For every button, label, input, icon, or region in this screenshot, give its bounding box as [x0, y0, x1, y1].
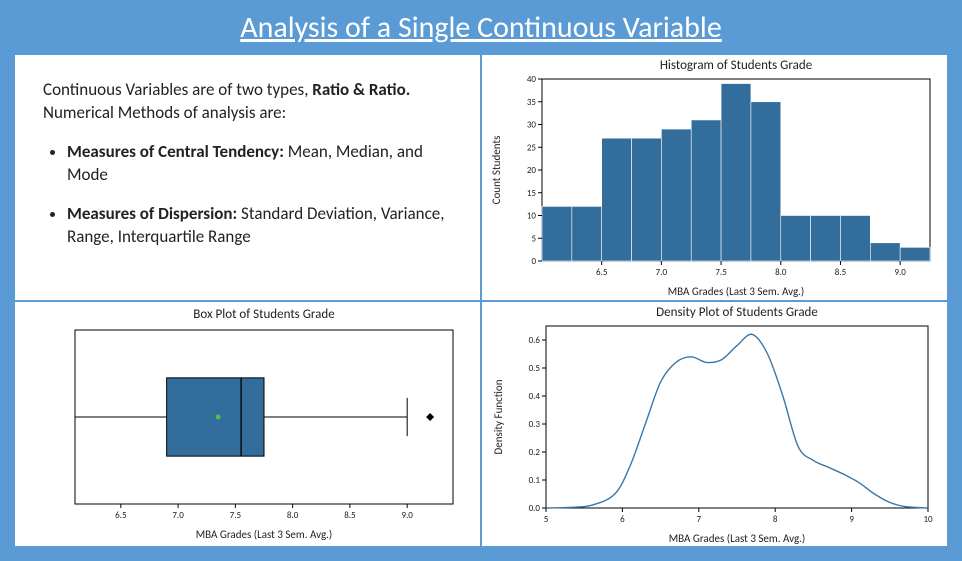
svg-text:35: 35 — [527, 97, 537, 108]
svg-text:6.5: 6.5 — [596, 267, 608, 278]
svg-text:8.5: 8.5 — [344, 510, 356, 521]
svg-text:0: 0 — [531, 256, 536, 267]
svg-text:8: 8 — [773, 514, 778, 525]
histogram-chart: Histogram of Students Grade 0 5 10 15 20 25 30 3… — [482, 55, 948, 301]
svg-text:10: 10 — [527, 211, 537, 222]
svg-text:0.6: 0.6 — [529, 335, 541, 346]
svg-text:5: 5 — [544, 514, 549, 525]
density-chart: Density Plot of Students Grade 0.0 0.1 0.2 0… — [482, 302, 948, 548]
svg-text:10: 10 — [923, 514, 933, 525]
svg-text:7.5: 7.5 — [230, 510, 242, 521]
svg-text:25: 25 — [527, 142, 537, 153]
svg-text:0.5: 0.5 — [529, 363, 541, 374]
bullet-bold: Measures of Dispersion: — [67, 203, 237, 224]
svg-text:6: 6 — [620, 514, 625, 525]
svg-text:6.5: 6.5 — [115, 510, 127, 521]
text-panel: Continuous Variables are of two types, R… — [14, 54, 481, 301]
svg-text:MBA Grades (Last 3 Sem. Avg.): MBA Grades (Last 3 Sem. Avg.) — [196, 528, 332, 541]
svg-text:7: 7 — [697, 514, 702, 525]
svg-text:9: 9 — [849, 514, 854, 525]
histogram-panel: Histogram of Students Grade 0 5 10 15 20 25 30 3… — [481, 54, 948, 301]
svg-text:MBA Grades (Last 3 Sem. Avg.): MBA Grades (Last 3 Sem. Avg.) — [669, 532, 805, 545]
svg-text:7.5: 7.5 — [715, 267, 727, 278]
svg-text:MBA Grades (Last 3 Sem. Avg.): MBA Grades (Last 3 Sem. Avg.) — [668, 285, 804, 298]
intro-bold: Ratio & Ratio. — [312, 79, 410, 100]
svg-text:0.3: 0.3 — [529, 419, 541, 430]
list-item: Measures of Central Tendency: Mean, Medi… — [67, 141, 452, 187]
svg-text:Density Function: Density Function — [492, 379, 505, 454]
svg-text:15: 15 — [527, 188, 537, 199]
svg-text:30: 30 — [527, 120, 537, 131]
svg-text:7.0: 7.0 — [656, 267, 668, 278]
svg-text:Density Plot of Students Grade: Density Plot of Students Grade — [656, 305, 818, 320]
svg-text:20: 20 — [527, 165, 537, 176]
svg-text:9.0: 9.0 — [894, 267, 906, 278]
intro-prefix: Continuous Variables are of two types, — [43, 79, 312, 100]
boxplot-chart: Box Plot of Students Grade 6.5 7.0 7.5 8.0 8.… — [15, 302, 481, 548]
intro-suffix: Numerical Methods of analysis are: — [43, 102, 286, 123]
slide-frame: Analysis of a Single Continuous Variable… — [0, 0, 962, 561]
svg-text:Count Students: Count Students — [490, 136, 503, 205]
intro-paragraph: Continuous Variables are of two types, R… — [43, 79, 452, 125]
bullet-list: Measures of Central Tendency: Mean, Medi… — [43, 141, 452, 249]
svg-text:8.0: 8.0 — [287, 510, 299, 521]
svg-text:40: 40 — [527, 74, 537, 85]
svg-text:9.0: 9.0 — [401, 510, 413, 521]
svg-text:0.4: 0.4 — [529, 391, 541, 402]
list-item: Measures of Dispersion: Standard Deviati… — [67, 203, 452, 249]
svg-text:0.2: 0.2 — [529, 447, 541, 458]
svg-text:8.0: 8.0 — [775, 267, 787, 278]
svg-text:0.0: 0.0 — [529, 503, 541, 514]
bullet-bold: Measures of Central Tendency: — [67, 141, 284, 162]
density-panel: Density Plot of Students Grade 0.0 0.1 0.2 0… — [481, 301, 948, 548]
content-grid: Continuous Variables are of two types, R… — [14, 54, 948, 547]
slide-title: Analysis of a Single Continuous Variable — [0, 0, 962, 54]
svg-text:7.0: 7.0 — [172, 510, 184, 521]
svg-text:Box Plot of Students Grade: Box Plot of Students Grade — [193, 307, 334, 322]
svg-text:8.5: 8.5 — [835, 267, 847, 278]
boxplot-panel: Box Plot of Students Grade 6.5 7.0 7.5 8.0 8.… — [14, 301, 481, 548]
svg-text:0.1: 0.1 — [529, 475, 541, 486]
svg-text:5: 5 — [531, 233, 536, 244]
svg-text:Histogram of Students Grade: Histogram of Students Grade — [660, 58, 812, 73]
